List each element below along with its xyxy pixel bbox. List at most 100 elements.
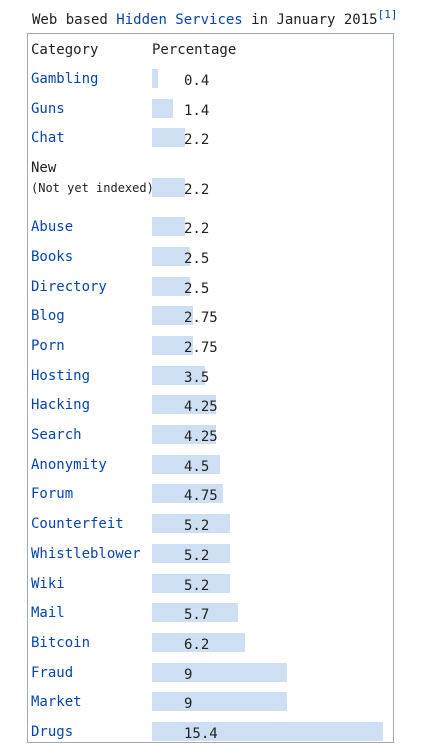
- table-row: Anonymity 4.5: [0, 454, 428, 485]
- category-label[interactable]: Drugs: [31, 722, 73, 742]
- percentage-value: 4.25: [184, 429, 218, 445]
- category-name: Hacking: [31, 397, 91, 414]
- category-name: Books: [31, 248, 74, 265]
- percentage-bar: [152, 662, 287, 682]
- table-row: Forum 4.75: [0, 484, 428, 514]
- percentage-value: 0.4: [184, 73, 210, 89]
- category-name: Abuse: [31, 219, 74, 236]
- category-name: Anonymity: [31, 456, 107, 473]
- percentage-bar: [152, 484, 223, 504]
- percentage-value: 3.5: [184, 369, 210, 386]
- category-label[interactable]: Mail: [31, 603, 65, 623]
- category-name: Drugs: [31, 724, 74, 740]
- category-label[interactable]: Hacking: [31, 395, 90, 415]
- category-label[interactable]: Whistleblower: [31, 544, 141, 564]
- category-label[interactable]: Abuse: [31, 217, 73, 237]
- category-label[interactable]: Gambling: [31, 69, 98, 89]
- percentage-value: 1.4: [184, 102, 210, 119]
- column-header-percentage: Percentage: [152, 42, 237, 58]
- percentage-bar: [152, 454, 220, 474]
- category-name: Chat: [31, 130, 65, 147]
- category-label: New (Not yet indexed): [31, 158, 154, 198]
- percentage-value: 15.4: [184, 726, 218, 742]
- percentage-bar: [152, 603, 238, 623]
- percentage-bar: [152, 276, 190, 296]
- table-frame: [27, 33, 394, 743]
- percentage-bar: [152, 395, 216, 415]
- percentage-bar: [152, 722, 383, 741]
- category-name: Forum: [31, 486, 74, 503]
- table-row: Search 4.25: [0, 425, 428, 455]
- category-name: Fraud: [31, 664, 74, 681]
- percentage-bar: [152, 306, 193, 326]
- category-name: Counterfeit: [31, 516, 124, 533]
- table-row: Drugs 15.4: [0, 722, 428, 752]
- category-label[interactable]: Anonymity: [31, 455, 107, 475]
- category-label[interactable]: Wiki: [31, 574, 65, 594]
- category-name: Mail: [31, 605, 65, 622]
- caption-prefix: Web based: [32, 12, 117, 28]
- percentage-value: 6.2: [184, 636, 210, 653]
- percentage-value: 2.75: [184, 339, 218, 356]
- table-row: Hacking 4.25: [0, 395, 428, 425]
- category-subtitle: (Not yet indexed): [31, 181, 154, 196]
- category-name: Porn: [31, 337, 65, 354]
- percentage-value: 9: [184, 666, 193, 683]
- table-row: Whistleblower 5.2: [0, 543, 428, 574]
- category-label[interactable]: Hosting: [31, 366, 90, 386]
- percentage-value: 4.75: [184, 488, 218, 505]
- category-name: Whistleblower: [31, 545, 141, 562]
- caption-suffix: in January 2015: [242, 12, 378, 28]
- percentage-bar: [152, 128, 185, 148]
- percentage-bar: [152, 246, 190, 266]
- percentage-bar: [152, 178, 185, 198]
- category-label[interactable]: Blog: [31, 306, 65, 326]
- percentage-bar: [152, 69, 158, 88]
- category-name: Guns: [31, 100, 65, 117]
- category-label[interactable]: Books: [31, 247, 73, 267]
- percentage-bar: [152, 217, 185, 237]
- table-row: Gambling 0.4: [0, 69, 428, 99]
- percentage-bar: [152, 425, 216, 444]
- category-name: Hosting: [31, 367, 91, 384]
- table-row: Books 2.5: [0, 246, 428, 277]
- percentage-value: 2.75: [184, 310, 218, 327]
- category-name: Directory: [31, 278, 107, 295]
- percentage-bar: [152, 632, 245, 652]
- column-header-category: Category: [31, 42, 99, 58]
- category-label[interactable]: Bitcoin: [31, 633, 90, 653]
- table-row: Fraud 9: [0, 662, 428, 693]
- table-row: Market 9: [0, 692, 428, 722]
- percentage-value: 5.2: [184, 547, 210, 564]
- percentage-bar: [152, 335, 193, 355]
- category-name: Wiki: [31, 575, 65, 592]
- hidden-services-link[interactable]: Hidden Services: [116, 12, 243, 28]
- category-label[interactable]: Search: [31, 425, 82, 445]
- percentage-value: 5.2: [184, 577, 210, 594]
- table-row: Guns 1.4: [0, 98, 428, 129]
- category-name: Bitcoin: [31, 634, 91, 651]
- category-label[interactable]: Chat: [31, 128, 65, 148]
- percentage-value: 4.25: [184, 399, 218, 416]
- category-label[interactable]: Directory: [31, 277, 107, 297]
- table-row: Blog 2.75: [0, 306, 428, 336]
- percentage-value: 2.2: [184, 221, 210, 238]
- table-row: Chat 2.2: [0, 128, 428, 158]
- percentage-value: 9: [184, 696, 193, 713]
- percentage-bar: [152, 98, 173, 118]
- percentage-value: 5.7: [184, 607, 210, 624]
- percentage-value: 2.2: [184, 132, 210, 149]
- category-name: New: [31, 160, 57, 177]
- category-label[interactable]: Guns: [31, 99, 65, 119]
- table-row: Directory 2.5: [0, 276, 428, 307]
- category-label[interactable]: Porn: [31, 336, 65, 356]
- category-label[interactable]: Market: [31, 692, 82, 712]
- percentage-bar: [152, 365, 205, 385]
- table-row: Porn 2.75: [0, 335, 428, 366]
- category-label[interactable]: Forum: [31, 484, 73, 504]
- category-label[interactable]: Fraud: [31, 663, 73, 683]
- reference-link[interactable]: [1]: [377, 8, 398, 21]
- category-label[interactable]: Counterfeit: [31, 514, 124, 534]
- percentage-bar: [152, 573, 230, 593]
- percentage-value: 4.5: [184, 458, 210, 475]
